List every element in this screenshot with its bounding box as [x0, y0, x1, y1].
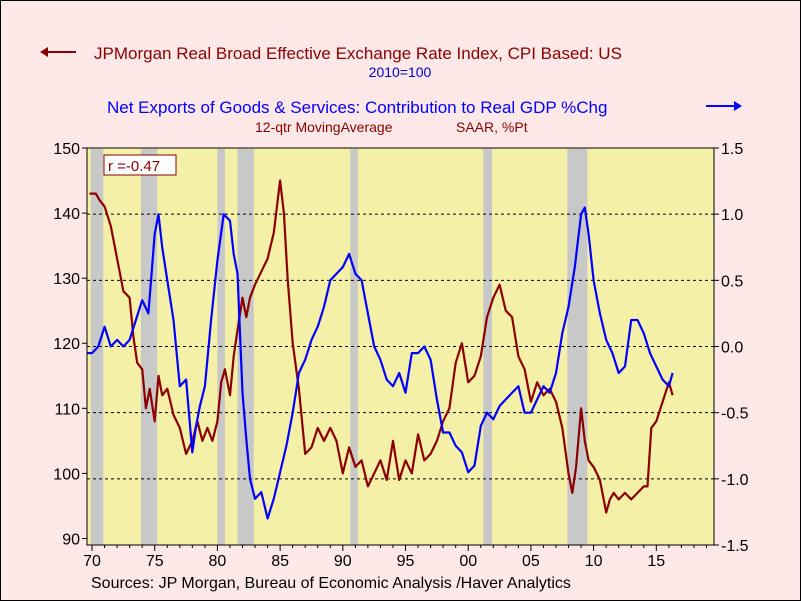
exchange-rate-line	[89, 179, 674, 514]
recession-band-4	[350, 149, 358, 545]
left-series-legend: JPMorgan Real Broad Effective Exchange R…	[40, 44, 622, 63]
right-tick-label-1: 1.0	[721, 207, 743, 224]
left-tick-label-4: 130	[53, 271, 80, 288]
net-exports-line	[87, 206, 674, 520]
right-series-subtitle-1: 12-qtr MovingAverage	[255, 119, 393, 135]
left-tick-label-3: 120	[53, 336, 80, 353]
recession-band-6	[567, 149, 588, 545]
left-tick-label-5: 140	[53, 206, 80, 223]
x-tick-label-5: 95	[397, 553, 415, 570]
right-tick-label-5: -1.0	[721, 472, 749, 489]
x-tick-label-0: 70	[83, 553, 101, 570]
x-tick-label-3: 85	[271, 553, 289, 570]
left-series-title: JPMorgan Real Broad Effective Exchange R…	[94, 44, 622, 63]
right-series-subtitle-2: SAAR, %Pt	[456, 119, 528, 135]
left-series-subtitle: 2010=100	[369, 64, 432, 80]
correlation-box	[103, 154, 177, 176]
left-tick-label-6: 150	[53, 141, 80, 158]
x-tick-label-7: 05	[522, 553, 540, 570]
x-tick-label-4: 90	[334, 553, 352, 570]
right-tick-label-6: -1.5	[721, 538, 749, 555]
left-tick-label-0: 90	[62, 531, 80, 548]
x-tick-label-2: 80	[209, 553, 227, 570]
right-tick-label-4: -0.5	[721, 406, 749, 423]
right-tick-label-0: 1.5	[721, 141, 743, 158]
left-arrow-icon	[40, 47, 48, 57]
x-tick-label-8: 10	[585, 553, 603, 570]
right-arrow-icon	[734, 101, 742, 111]
right-tick-label-2: 0.5	[721, 273, 743, 290]
source-note: Sources: JP Morgan, Bureau of Economic A…	[91, 575, 571, 592]
recession-band-5	[483, 149, 493, 545]
series-lines	[87, 179, 674, 520]
right-axis-ticks: 1.5 1.0 0.5 0.0 -0.5 -1.0 -1.5	[714, 141, 749, 555]
x-axis-ticks: 70 75 80 85 90 95 00 05 10 15	[83, 545, 707, 570]
x-tick-label-6: 00	[459, 553, 477, 570]
correlation-label: r =-0.47	[108, 158, 160, 175]
right-series-legend: Net Exports of Goods & Services: Contrib…	[107, 98, 742, 117]
x-tick-label-1: 75	[146, 553, 164, 570]
left-tick-label-1: 100	[53, 466, 80, 483]
left-axis-ticks: 90 100 110 120 130 140 150	[53, 141, 87, 548]
x-tick-label-9: 15	[647, 553, 665, 570]
right-tick-label-3: 0.0	[721, 340, 743, 357]
right-series-title: Net Exports of Goods & Services: Contrib…	[107, 98, 607, 117]
left-tick-label-2: 110	[54, 401, 80, 418]
